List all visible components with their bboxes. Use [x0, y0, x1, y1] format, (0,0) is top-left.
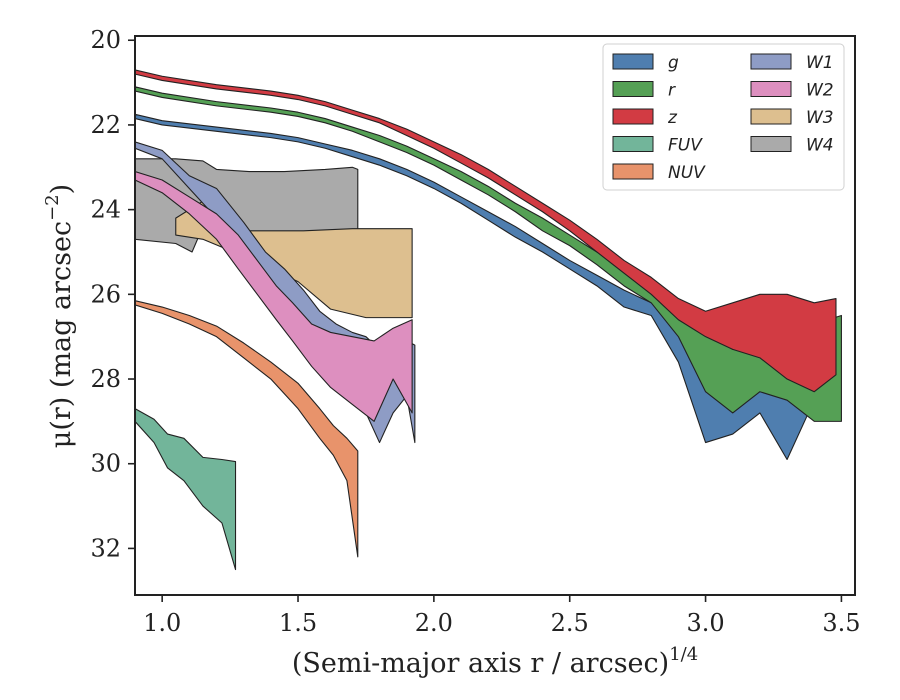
- legend-label: NUV: [668, 163, 706, 183]
- y-tick-label: 28: [90, 365, 121, 393]
- band-areas: [135, 69, 842, 571]
- x-tick-label: 2.0: [415, 609, 453, 637]
- legend-item-fuv: FUV: [612, 136, 703, 156]
- legend-item-w3: W3: [750, 108, 834, 128]
- y-tick-label: 24: [90, 196, 121, 224]
- legend-swatch: [612, 163, 654, 180]
- legend-label: g: [668, 53, 679, 73]
- legend-item-r: r: [612, 81, 676, 101]
- x-axis-label-sup: 1/4: [669, 644, 698, 665]
- x-tick-label: 2.5: [551, 609, 589, 637]
- legend-swatch: [750, 53, 792, 70]
- legend-box: [602, 43, 845, 191]
- legend-label: z: [667, 108, 678, 128]
- legend: grz FUV NUV W1 W2 W3 W4: [602, 43, 845, 191]
- legend-item-w1: W1: [750, 53, 834, 73]
- y-tick-label: 30: [90, 450, 121, 478]
- legend-swatch: [750, 136, 792, 152]
- legend-item-z: z: [612, 108, 678, 128]
- legend-swatch: [612, 108, 654, 125]
- y-tick-label: 32: [90, 534, 121, 562]
- y-tick-label: 26: [90, 280, 121, 308]
- y-axis-label-end: ): [46, 184, 77, 195]
- legend-item-w4: W4: [750, 136, 834, 156]
- x-tick-label: 3.0: [686, 609, 724, 637]
- legend-label: FUV: [668, 136, 703, 156]
- y-tick-label: 22: [90, 111, 121, 139]
- x-axis-label-main: (Semi-major axis r / arcsec): [292, 648, 669, 679]
- legend-label: W4: [806, 136, 834, 156]
- legend-label: W2: [806, 81, 834, 101]
- legend-swatch: [612, 136, 654, 152]
- band-area-z: [135, 69, 837, 393]
- band-area-r: [135, 86, 842, 422]
- legend-swatch: [612, 81, 654, 97]
- y-tick-label: 20: [90, 26, 121, 54]
- axes: 1.0 1.5 2.0 2.5 3.0 3.5 20 22 24 26 28 30 32: [90, 26, 860, 637]
- x-tick-label: 1.5: [279, 609, 317, 637]
- plot-frame: [134, 35, 856, 596]
- legend-label: r: [668, 81, 676, 101]
- y-axis-label-main: μ(r) (mag arcsec: [46, 221, 77, 448]
- x-tick-label: 1.0: [143, 609, 181, 637]
- legend-item-nuv: NUV: [612, 163, 706, 183]
- band-area-nuv: [135, 300, 359, 558]
- legend-swatch: [750, 81, 792, 97]
- legend-item-w2: W2: [750, 81, 834, 101]
- x-tick-label: 3.5: [822, 609, 860, 637]
- y-axis-label: μ(r) (mag arcsec−2): [42, 184, 77, 448]
- band-area-w2: [135, 170, 413, 422]
- legend-swatch: [750, 108, 792, 125]
- legend-swatch: [612, 53, 654, 70]
- band-area-fuv: [135, 408, 237, 571]
- legend-label: W1: [806, 53, 834, 73]
- legend-label: W3: [806, 108, 834, 128]
- y-axis-label-sup: −2: [42, 194, 63, 221]
- legend-item-g: g: [612, 53, 679, 73]
- x-axis-label: (Semi-major axis r / arcsec)1/4: [292, 644, 698, 679]
